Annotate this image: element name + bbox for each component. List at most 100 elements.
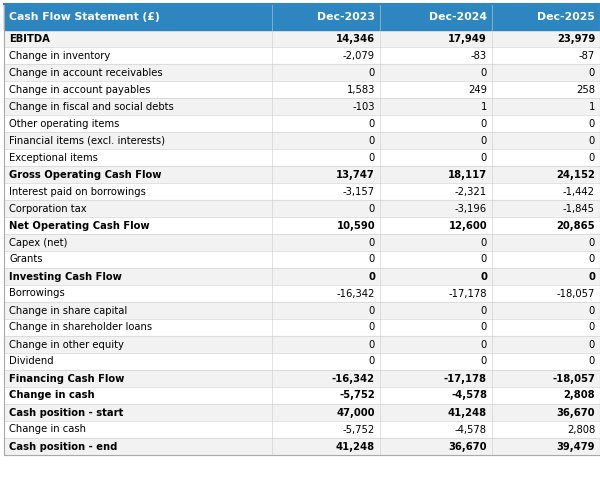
Text: 0: 0 (481, 119, 487, 128)
Text: -4,578: -4,578 (451, 390, 487, 400)
Bar (4, 421, 600, 438)
Text: 0: 0 (369, 237, 375, 247)
Text: 1,583: 1,583 (347, 85, 375, 95)
Text: 18,117: 18,117 (448, 170, 487, 180)
Bar (4, 285, 600, 302)
Text: 1: 1 (481, 102, 487, 112)
Text: -16,342: -16,342 (332, 374, 375, 383)
Text: Cash position - end: Cash position - end (9, 442, 118, 452)
Bar (4, 4, 600, 30)
Text: Dividend: Dividend (9, 357, 53, 367)
Text: Interest paid on borrowings: Interest paid on borrowings (9, 187, 146, 197)
Text: 13,747: 13,747 (336, 170, 375, 180)
Bar (4, 353, 600, 370)
Text: -3,157: -3,157 (343, 187, 375, 197)
Text: -5,752: -5,752 (343, 425, 375, 435)
Text: 0: 0 (481, 237, 487, 247)
Text: Change in account receivables: Change in account receivables (9, 67, 163, 77)
Text: -2,321: -2,321 (455, 187, 487, 197)
Text: 0: 0 (369, 305, 375, 315)
Bar (4, 370, 600, 387)
Text: Change in cash: Change in cash (9, 390, 95, 400)
Text: 1: 1 (589, 102, 595, 112)
Text: 0: 0 (481, 357, 487, 367)
Text: 23,979: 23,979 (557, 34, 595, 43)
Bar (4, 336, 600, 353)
Text: -18,057: -18,057 (557, 289, 595, 298)
Text: Change in shareholder loans: Change in shareholder loans (9, 322, 152, 332)
Text: Other operating items: Other operating items (9, 119, 119, 128)
Text: Net Operating Cash Flow: Net Operating Cash Flow (9, 220, 149, 230)
Text: 0: 0 (589, 135, 595, 145)
Text: 2,808: 2,808 (563, 390, 595, 400)
Text: 0: 0 (589, 237, 595, 247)
Bar (4, 319, 600, 336)
Bar (4, 64, 600, 81)
Text: 0: 0 (589, 305, 595, 315)
Text: 0: 0 (589, 322, 595, 332)
Text: 0: 0 (369, 119, 375, 128)
Bar (4, 438, 600, 455)
Text: 17,949: 17,949 (448, 34, 487, 43)
Text: -3,196: -3,196 (455, 204, 487, 213)
Text: -83: -83 (471, 50, 487, 60)
Text: 249: 249 (468, 85, 487, 95)
Text: Cash Flow Statement (£): Cash Flow Statement (£) (9, 12, 160, 22)
Bar (4, 404, 600, 421)
Text: -103: -103 (353, 102, 375, 112)
Bar (4, 387, 600, 404)
Text: 0: 0 (481, 135, 487, 145)
Text: 47,000: 47,000 (337, 407, 375, 417)
Text: Dec-2025: Dec-2025 (537, 12, 595, 22)
Text: 0: 0 (589, 340, 595, 350)
Bar (4, 132, 600, 149)
Bar (4, 183, 600, 200)
Text: Change in other equity: Change in other equity (9, 340, 124, 350)
Text: 0: 0 (481, 67, 487, 77)
Text: Gross Operating Cash Flow: Gross Operating Cash Flow (9, 170, 161, 180)
Text: Dec-2023: Dec-2023 (317, 12, 375, 22)
Text: 0: 0 (369, 255, 375, 265)
Text: 0: 0 (589, 119, 595, 128)
Text: 0: 0 (369, 340, 375, 350)
Text: 39,479: 39,479 (557, 442, 595, 452)
Text: Exceptional items: Exceptional items (9, 152, 98, 162)
Bar (4, 166, 600, 183)
Bar (4, 4, 600, 455)
Text: -1,845: -1,845 (563, 204, 595, 213)
Text: Corporation tax: Corporation tax (9, 204, 86, 213)
Text: 41,248: 41,248 (448, 407, 487, 417)
Text: -16,342: -16,342 (337, 289, 375, 298)
Text: Grants: Grants (9, 255, 43, 265)
Text: 0: 0 (589, 152, 595, 162)
Bar (4, 268, 600, 285)
Text: Financing Cash Flow: Financing Cash Flow (9, 374, 124, 383)
Text: Change in account payables: Change in account payables (9, 85, 151, 95)
Text: -2,079: -2,079 (343, 50, 375, 60)
Bar (4, 200, 600, 217)
Text: 20,865: 20,865 (556, 220, 595, 230)
Text: 0: 0 (369, 135, 375, 145)
Text: -87: -87 (579, 50, 595, 60)
Text: 0: 0 (481, 340, 487, 350)
Text: 0: 0 (588, 272, 595, 282)
Text: 0: 0 (369, 204, 375, 213)
Text: 0: 0 (369, 67, 375, 77)
Bar (4, 217, 600, 234)
Text: 36,670: 36,670 (557, 407, 595, 417)
Text: Borrowings: Borrowings (9, 289, 65, 298)
Text: -5,752: -5,752 (339, 390, 375, 400)
Text: 41,248: 41,248 (336, 442, 375, 452)
Bar (4, 302, 600, 319)
Text: 0: 0 (481, 152, 487, 162)
Text: 2,808: 2,808 (567, 425, 595, 435)
Text: 10,590: 10,590 (337, 220, 375, 230)
Text: Capex (net): Capex (net) (9, 237, 67, 247)
Text: 0: 0 (480, 272, 487, 282)
Text: -18,057: -18,057 (552, 374, 595, 383)
Text: 14,346: 14,346 (336, 34, 375, 43)
Text: Change in cash: Change in cash (9, 425, 86, 435)
Text: 0: 0 (369, 357, 375, 367)
Text: 0: 0 (481, 322, 487, 332)
Text: Cash position - start: Cash position - start (9, 407, 124, 417)
